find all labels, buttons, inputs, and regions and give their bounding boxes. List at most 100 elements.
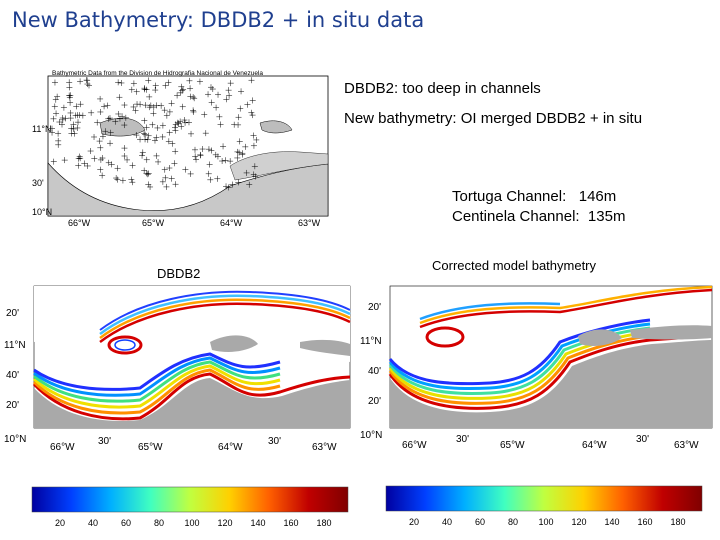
- sounding-cross: [137, 101, 144, 108]
- left-y-label: 40': [6, 370, 19, 381]
- sounding-cross: [234, 154, 241, 161]
- sounding-cross: [68, 130, 75, 137]
- sounding-cross: [52, 96, 59, 103]
- sounding-cross: [227, 80, 234, 87]
- sounding-cross: [151, 137, 158, 144]
- dbdb2-map: 20' 11°N 40' 20' 10°N 66°W 30' 65°W 64°W…: [4, 285, 351, 452]
- sounding-cross: [72, 112, 79, 119]
- right-x-label: 63°W: [674, 440, 699, 451]
- sounding-cross: [51, 103, 58, 110]
- left-x-label: 65°W: [138, 442, 163, 452]
- sounding-cross: [99, 155, 106, 162]
- sounding-cross: [174, 119, 181, 126]
- sounding-cross: [81, 160, 88, 167]
- sounding-cross: [244, 101, 251, 108]
- right-x-label: 66°W: [402, 440, 427, 451]
- sounding-cross: [121, 145, 128, 152]
- sounding-cross: [162, 82, 169, 89]
- top-x-label: 65°W: [142, 218, 165, 228]
- sounding-cross: [145, 170, 152, 177]
- sounding-cross: [155, 158, 162, 165]
- sounding-cross: [122, 114, 129, 121]
- sounding-cross: [54, 93, 61, 100]
- sounding-cross: [141, 86, 148, 93]
- colorbar-tick-label: 160: [283, 518, 298, 528]
- sounding-cross: [196, 78, 203, 85]
- sounding-cross: [150, 110, 157, 117]
- top-x-label: 66°W: [68, 218, 91, 228]
- sounding-cross: [225, 87, 232, 94]
- sounding-cross: [225, 184, 232, 191]
- sounding-cross: [212, 151, 219, 158]
- sounding-cross: [129, 179, 136, 186]
- sounding-cross: [209, 86, 216, 93]
- sounding-cross: [174, 92, 181, 99]
- sounding-cross: [193, 156, 200, 163]
- sounding-cross: [185, 119, 192, 126]
- sounding-cross: [206, 161, 213, 168]
- colorbar-tick-label: 80: [508, 517, 518, 527]
- left-x-label: 30': [98, 436, 111, 447]
- sounding-cross: [248, 77, 255, 84]
- sounding-cross: [159, 122, 166, 129]
- right-map-label: Corrected model bathymetry: [432, 258, 597, 273]
- sounding-cross: [121, 153, 128, 160]
- left-map-label: DBDB2: [157, 266, 201, 281]
- sounding-cross: [128, 176, 135, 183]
- sounding-cross: [249, 97, 256, 104]
- sounding-cross: [115, 79, 122, 86]
- left-y-label: 20': [6, 400, 19, 411]
- sounding-cross: [50, 115, 57, 122]
- sounding-cross: [163, 112, 170, 119]
- sounding-cross: [158, 102, 165, 109]
- sounding-cross: [66, 79, 73, 86]
- sounding-cross: [251, 163, 258, 170]
- sounding-cross: [50, 158, 57, 165]
- sounding-cross: [172, 127, 179, 134]
- sounding-cross: [168, 175, 175, 182]
- colorbar-tick-label: 180: [316, 518, 331, 528]
- sounding-cross: [166, 165, 173, 172]
- sounding-cross: [165, 138, 172, 145]
- left-y-label: 11°N: [4, 340, 26, 351]
- sounding-cross: [114, 176, 121, 183]
- colorbar-tick-label: 100: [184, 518, 199, 528]
- sounding-cross: [226, 92, 233, 99]
- sounding-cross: [205, 170, 212, 177]
- colorbar-tick-label: 140: [250, 518, 265, 528]
- sounding-cross: [178, 83, 185, 90]
- sounding-cross: [116, 94, 123, 101]
- colorbar-tick-label: 40: [88, 518, 98, 528]
- sounding-cross: [106, 115, 113, 122]
- sounding-cross: [91, 155, 98, 162]
- sounding-cross: [213, 104, 220, 111]
- sounding-cross: [143, 124, 150, 131]
- sounding-cross: [74, 124, 81, 131]
- sounding-cross: [149, 121, 156, 128]
- top-y-label: 11°N: [32, 124, 51, 134]
- sounding-cross: [165, 79, 172, 86]
- sounding-cross: [166, 129, 173, 136]
- right-y-label: 20': [368, 302, 381, 313]
- colorbar-tick-label: 40: [442, 517, 452, 527]
- sounding-cross: [77, 155, 84, 162]
- sounding-cross: [128, 86, 135, 93]
- sounding-cross: [112, 118, 119, 125]
- corrected-map: 20' 11°N 40' 20' 10°N 66°W 30' 65°W 64°W…: [360, 285, 713, 451]
- left-x-label: 30': [268, 436, 281, 447]
- sounding-cross: [99, 172, 106, 179]
- sounding-cross: [169, 140, 176, 147]
- sounding-cross: [88, 109, 95, 116]
- sounding-cross: [147, 183, 154, 190]
- sounding-cross: [67, 109, 74, 116]
- sounding-cross: [76, 153, 83, 160]
- island: [99, 117, 146, 137]
- right-y-label: 40': [368, 366, 381, 377]
- sounding-cross: [114, 165, 121, 172]
- sounding-cross: [188, 130, 195, 137]
- sounding-cross: [67, 99, 74, 106]
- sounding-cross: [59, 114, 66, 121]
- sounding-cross: [250, 142, 257, 149]
- sounding-cross: [68, 125, 75, 132]
- right-y-label: 11°N: [360, 336, 382, 347]
